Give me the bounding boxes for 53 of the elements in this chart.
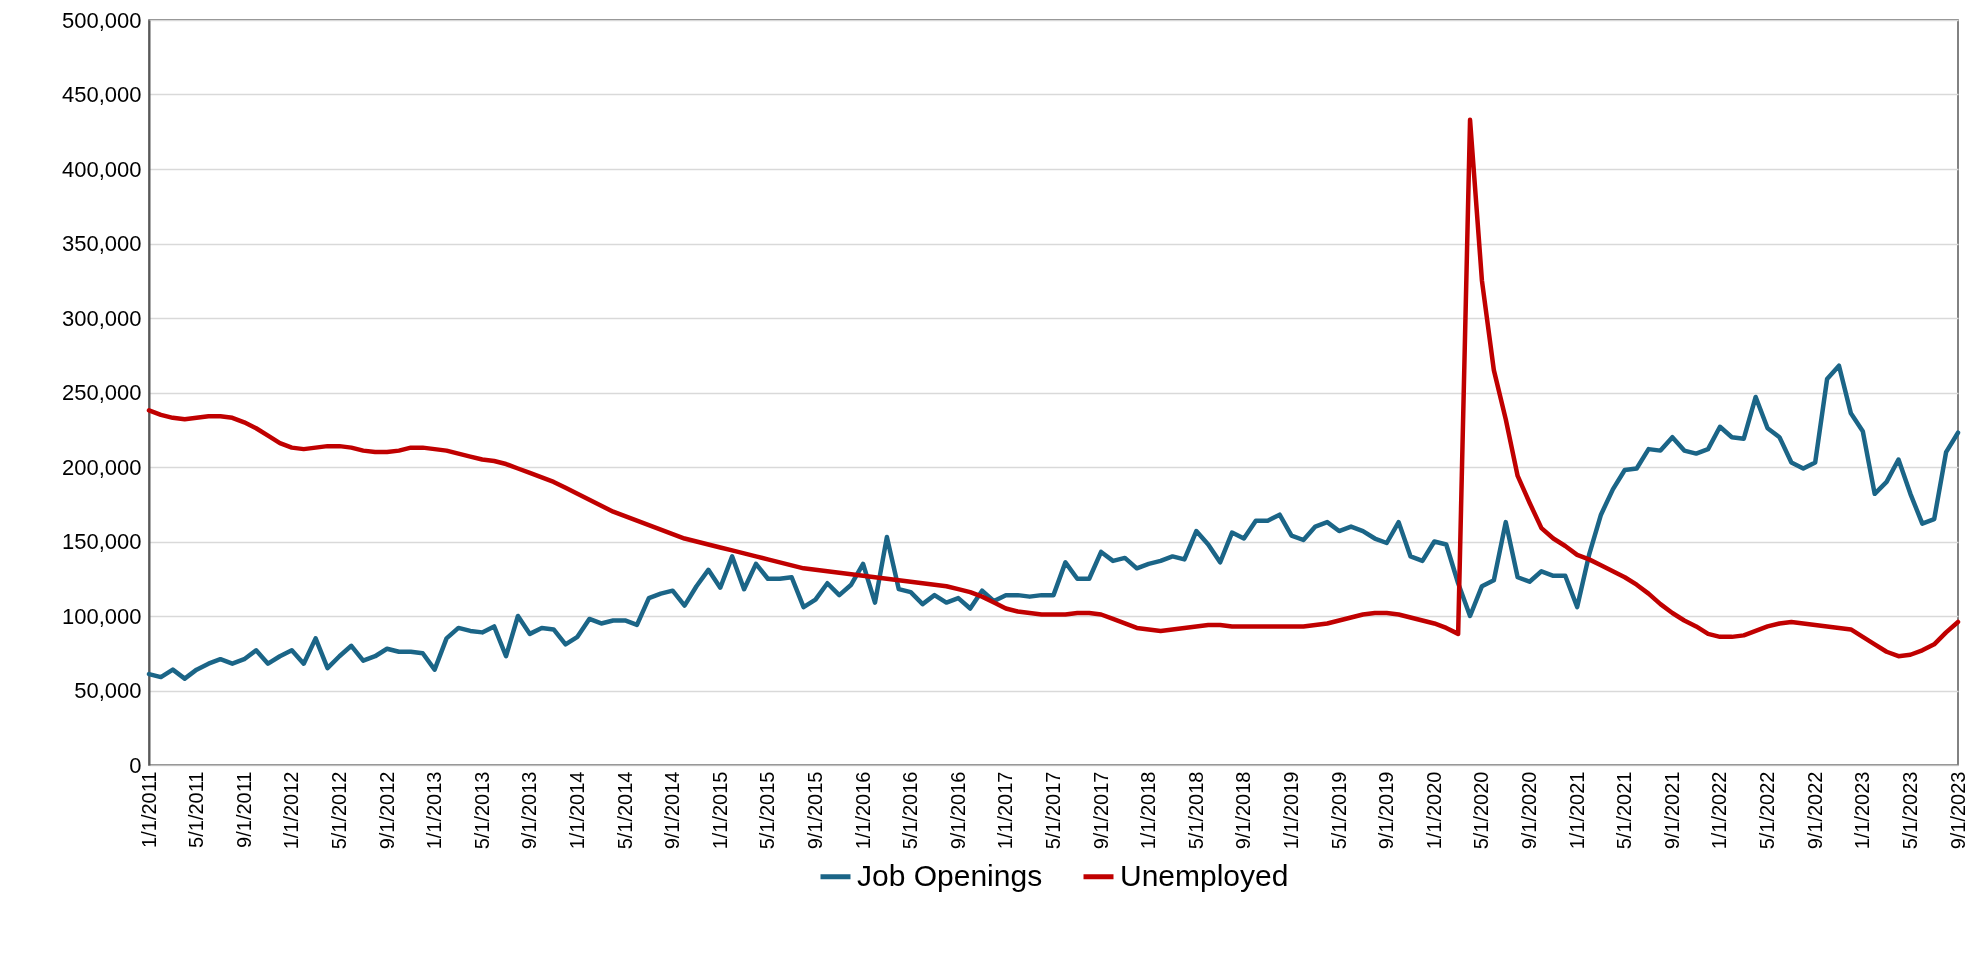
x-tick-label: 5/1/2016 xyxy=(899,771,922,850)
x-tick-label: 5/1/2012 xyxy=(327,771,350,850)
x-tick-label: 1/1/2020 xyxy=(1422,771,1445,850)
x-tick-label: 5/1/2018 xyxy=(1184,771,1207,850)
y-tick-label: 100,000 xyxy=(61,603,142,629)
x-tick-label: 5/1/2014 xyxy=(613,771,636,850)
x-tick-label: 5/1/2013 xyxy=(470,771,493,850)
y-tick-label: 500,000 xyxy=(61,7,142,33)
x-tick-label: 1/1/2012 xyxy=(280,771,303,850)
x-tick-label: 9/1/2023 xyxy=(1946,771,1969,850)
y-tick-label: 200,000 xyxy=(61,454,142,480)
x-tick-label: 9/1/2022 xyxy=(1803,771,1826,850)
x-tick-label: 5/1/2011 xyxy=(185,771,208,848)
y-tick-label: 150,000 xyxy=(61,529,142,554)
legend-label: Job Openings xyxy=(857,858,1043,892)
x-tick-label: 1/1/2017 xyxy=(994,771,1017,850)
x-tick-label: 9/1/2011 xyxy=(232,771,255,848)
x-tick-label: 5/1/2023 xyxy=(1898,771,1921,850)
x-tick-label: 9/1/2017 xyxy=(1089,771,1112,850)
legend-label: Unemployed xyxy=(1120,858,1289,892)
x-tick-label: 5/1/2017 xyxy=(1042,771,1064,850)
x-tick-label: 1/1/2021 xyxy=(1565,771,1588,850)
x-tick-label: 9/1/2019 xyxy=(1375,771,1398,850)
y-tick-label: 250,000 xyxy=(61,380,142,405)
x-tick-label: 1/1/2014 xyxy=(565,771,588,850)
x-tick-label: 9/1/2013 xyxy=(518,771,541,850)
line-series xyxy=(146,363,1961,681)
x-tick-label: 9/1/2012 xyxy=(375,771,398,850)
y-tick-label: 50,000 xyxy=(74,678,142,703)
x-tick-label: 9/1/2021 xyxy=(1660,771,1683,850)
x-tick-label: 5/1/2022 xyxy=(1756,771,1779,850)
y-tick-label: 0 xyxy=(129,752,142,778)
x-tick-label: 1/1/2018 xyxy=(1137,771,1160,850)
x-tick-label: 9/1/2018 xyxy=(1232,771,1255,850)
x-tick-label: 1/1/2013 xyxy=(423,771,446,850)
y-tick-label: 300,000 xyxy=(61,305,142,331)
y-tick-label: 450,000 xyxy=(61,82,142,107)
x-tick-label: 1/1/2022 xyxy=(1708,771,1731,850)
x-tick-label: 1/1/2016 xyxy=(851,771,874,850)
x-tick-label: 9/1/2014 xyxy=(661,771,684,850)
x-tick-label: 9/1/2020 xyxy=(1518,771,1541,850)
y-tick-label: 400,000 xyxy=(61,156,142,182)
x-tick-label: 1/1/2019 xyxy=(1280,771,1303,850)
y-tick-label: 350,000 xyxy=(61,231,142,256)
x-tick-label: 9/1/2015 xyxy=(803,771,826,850)
line-series xyxy=(146,117,1961,659)
x-tick-label: 5/1/2015 xyxy=(756,771,779,850)
x-tick-label: 5/1/2019 xyxy=(1327,771,1350,850)
x-tick-label: 9/1/2016 xyxy=(946,771,969,850)
x-tick-label: 5/1/2021 xyxy=(1613,771,1636,850)
x-tick-label: 5/1/2020 xyxy=(1470,771,1493,850)
x-tick-label: 1/1/2023 xyxy=(1851,771,1874,850)
x-tick-label: 1/1/2015 xyxy=(708,771,731,850)
